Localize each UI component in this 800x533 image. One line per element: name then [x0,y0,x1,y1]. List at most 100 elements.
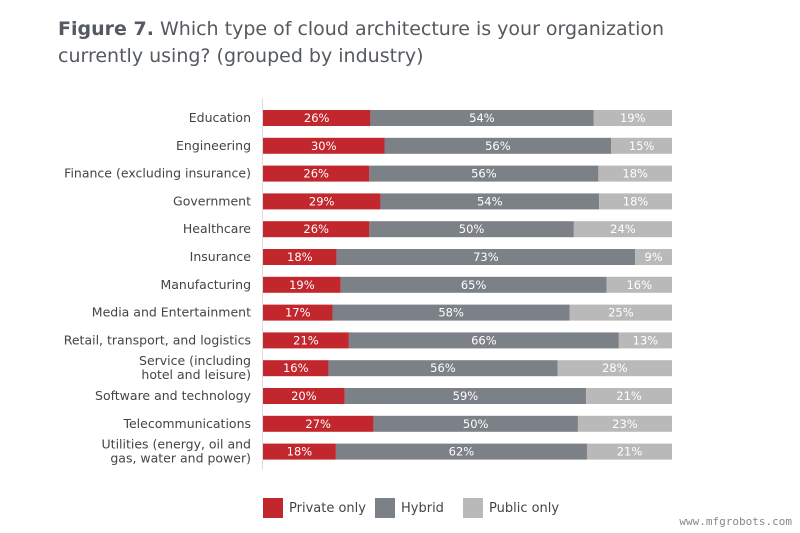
data-label: 13% [633,333,659,347]
category-label-line: gas, water and power) [110,451,251,466]
bar-segment-hybrid [348,332,619,349]
legend-swatch [263,498,283,518]
bar-segment-public-only [586,443,672,460]
bar-segment-public-only [618,332,672,349]
bar-segment-private-only [263,415,374,432]
category-label-line: Retail, transport, and logistics [64,332,251,347]
bar-segment-hybrid [384,137,612,154]
data-label: 26% [303,222,329,236]
bar-segment-hybrid [332,304,570,321]
data-label: 65% [461,278,487,292]
category-label-line: hotel and leisure) [141,367,251,382]
legend-swatch [375,498,395,518]
bar-segment-public-only [598,165,672,182]
data-label: 21% [293,333,319,347]
bar-segment-hybrid [373,415,578,432]
category-label-line: Education [189,110,251,125]
data-label: 19% [289,278,315,292]
data-label: 26% [303,167,329,181]
data-label: 54% [477,194,503,208]
category-label: Healthcare [183,221,251,236]
category-label-line: Finance (excluding insurance) [64,166,251,181]
bar-segment-private-only [263,193,381,210]
watermark: www.mfgrobots.com [679,515,792,528]
data-label: 18% [287,250,313,264]
bar-segment-hybrid [370,110,594,126]
data-label: 50% [463,417,489,431]
bar-segment-private-only [263,165,370,182]
data-label: 9% [644,250,662,264]
bar-segment-public-only [593,110,672,126]
category-label-line: Utilities (energy, oil and [102,437,251,452]
data-label: 16% [283,361,309,375]
bar-segment-hybrid [369,165,599,182]
bar-segment-public-only [569,304,672,321]
category-label: Utilities (energy, oil and gas, water and… [102,437,251,466]
data-label: 28% [602,361,628,375]
data-label: 18% [287,445,313,459]
data-label: 15% [629,139,655,153]
category-label-line: Service (including [139,353,251,368]
data-label: 17% [285,306,311,320]
data-label: 19% [620,111,646,125]
data-label: 73% [473,250,499,264]
data-label: 62% [449,445,475,459]
legend-swatch [463,498,483,518]
bar-segment-private-only [263,110,371,126]
category-label-line: Engineering [176,138,251,153]
category-label: Retail, transport, and logistics [64,332,251,347]
bar-segment-private-only [263,304,333,321]
category-label: Telecommunications [122,416,251,431]
bar-segment-private-only [263,249,337,265]
data-label: 18% [622,167,648,181]
category-label-line: Healthcare [183,221,251,236]
bar-segment-public-only [606,276,672,293]
category-label-line: Insurance [190,249,252,264]
data-label: 26% [304,111,330,125]
bar-segment-hybrid [335,443,587,460]
category-label-line: Software and technology [95,388,252,403]
data-label: 20% [291,389,317,403]
bar-segment-hybrid [344,388,587,404]
bar-segment-hybrid [340,276,607,293]
category-label-line: Media and Entertainment [92,305,251,320]
category-label: Government [173,193,251,208]
category-label-line: Telecommunications [122,416,251,431]
bar-segment-private-only [263,332,349,349]
bar-segment-public-only [599,193,672,210]
bar-segment-private-only [263,388,345,404]
category-label-line: Government [173,193,251,208]
bar-segment-hybrid [369,221,574,238]
data-label: 24% [610,222,636,236]
data-label: 29% [309,194,335,208]
legend-label: Hybrid [401,501,444,516]
bar-segment-private-only [263,360,329,377]
chart-title: Figure 7. Which type of cloud architectu… [58,16,678,70]
data-label: 58% [438,306,464,320]
data-label: 56% [471,167,497,181]
data-label: 30% [311,139,337,153]
data-label: 54% [469,111,495,125]
data-label: 56% [485,139,511,153]
bar-segment-private-only [263,276,341,293]
category-label-line: Manufacturing [160,277,251,292]
data-label: 21% [617,445,643,459]
data-label: 16% [626,278,652,292]
category-label: Finance (excluding insurance) [64,166,251,181]
category-label: Service (including hotel and leisure) [139,353,251,382]
figure-label: Figure 7. [58,18,154,40]
bar-segment-public-only [586,388,672,404]
bar-segment-hybrid [380,193,600,210]
data-label: 27% [305,417,331,431]
bar-segment-hybrid [336,249,636,265]
bar-segment-public-only [635,249,672,265]
bar-segment-public-only [611,137,672,154]
data-label: 50% [459,222,485,236]
category-label: Insurance [190,249,252,264]
data-label: 25% [608,306,634,320]
category-label: Media and Entertainment [92,305,251,320]
bar-segment-hybrid [328,360,558,377]
bar-segment-public-only [573,221,672,238]
bar-segment-private-only [263,443,336,460]
